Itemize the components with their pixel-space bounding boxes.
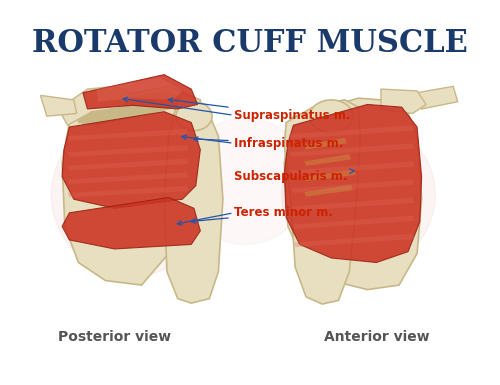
- Polygon shape: [62, 198, 200, 249]
- Polygon shape: [284, 100, 360, 304]
- Polygon shape: [290, 161, 414, 175]
- Polygon shape: [58, 86, 132, 125]
- Polygon shape: [292, 198, 414, 211]
- Text: Subscapularis m.: Subscapularis m.: [234, 169, 354, 183]
- Polygon shape: [62, 112, 200, 208]
- Polygon shape: [288, 125, 414, 139]
- Polygon shape: [40, 95, 76, 116]
- Text: Anterior view: Anterior view: [324, 330, 430, 343]
- Polygon shape: [304, 154, 351, 166]
- Polygon shape: [68, 172, 188, 184]
- Text: Teres minor m.: Teres minor m.: [191, 206, 332, 223]
- Circle shape: [182, 118, 308, 244]
- Polygon shape: [284, 104, 422, 263]
- Polygon shape: [294, 234, 414, 247]
- Polygon shape: [304, 138, 346, 150]
- Polygon shape: [290, 143, 414, 157]
- Polygon shape: [304, 185, 353, 197]
- Polygon shape: [68, 159, 188, 171]
- Text: ROTATOR CUFF MUSCLE: ROTATOR CUFF MUSCLE: [32, 28, 468, 59]
- Circle shape: [52, 114, 214, 276]
- Polygon shape: [76, 91, 182, 125]
- Polygon shape: [164, 100, 223, 303]
- Polygon shape: [96, 77, 182, 102]
- Circle shape: [282, 118, 435, 271]
- Polygon shape: [381, 89, 426, 114]
- Ellipse shape: [310, 100, 353, 132]
- Ellipse shape: [176, 102, 212, 131]
- Polygon shape: [83, 75, 198, 109]
- Polygon shape: [62, 86, 205, 285]
- Polygon shape: [304, 169, 356, 181]
- Polygon shape: [68, 186, 188, 198]
- Polygon shape: [68, 145, 188, 157]
- Polygon shape: [68, 129, 188, 141]
- Text: Infraspinatus m.: Infraspinatus m.: [194, 137, 343, 150]
- Polygon shape: [291, 179, 414, 193]
- Text: Posterior view: Posterior view: [58, 330, 171, 343]
- Polygon shape: [293, 216, 414, 229]
- Polygon shape: [417, 86, 458, 109]
- Polygon shape: [284, 98, 422, 290]
- Text: Supraspinatus m.: Supraspinatus m.: [168, 98, 350, 122]
